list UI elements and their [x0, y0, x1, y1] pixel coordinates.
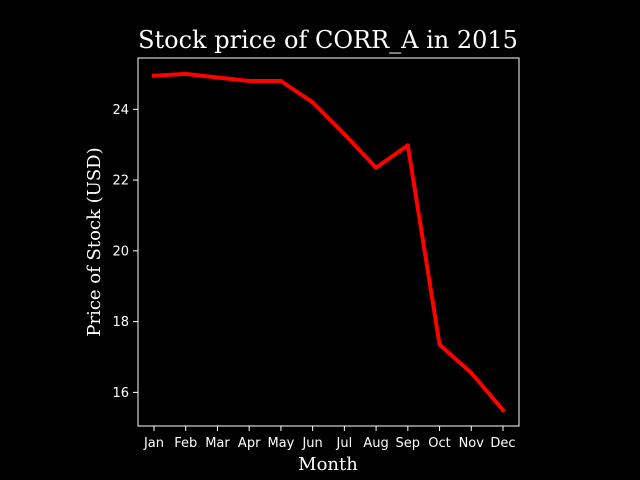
data-point [215, 75, 220, 80]
data-point [183, 71, 188, 76]
x-tick-label: Sep [396, 436, 421, 451]
x-tick-label: Oct [428, 436, 450, 451]
data-point [405, 143, 410, 148]
data-point [469, 370, 474, 375]
data-point [152, 73, 156, 78]
x-tick-label: Jan [143, 436, 164, 451]
data-point [342, 132, 347, 137]
data-point [310, 100, 315, 105]
y-tick-label: 22 [112, 174, 129, 189]
x-tick-label: Aug [363, 436, 388, 451]
y-axis-label: Price of Stock (USD) [84, 147, 105, 336]
data-point [278, 79, 283, 83]
x-axis: Jan Feb Mar Apr May Jun Jul Aug Sep Oct Nov Dec [143, 426, 516, 451]
x-tick-label: May [267, 436, 294, 451]
data-point [501, 408, 505, 413]
chart-title: Stock price of CORR_A in 2015 [138, 26, 518, 54]
data-point [374, 165, 379, 170]
x-tick-label: Apr [238, 436, 261, 451]
x-tick-label: Jul [336, 436, 353, 451]
y-tick-label: 18 [112, 315, 129, 330]
series-layer [151, 71, 506, 413]
x-axis-label: Month [298, 454, 358, 475]
x-tick-label: Nov [459, 436, 485, 451]
x-tick-label: Dec [490, 436, 515, 451]
y-tick-label: 24 [112, 103, 129, 118]
x-tick-label: Mar [205, 436, 230, 451]
data-point [247, 79, 252, 83]
plot-frame [137, 57, 520, 427]
data-point [437, 342, 442, 347]
x-tick-label: Feb [174, 436, 197, 451]
x-tick-label: Jun [301, 436, 322, 451]
y-tick-label: 20 [112, 244, 129, 259]
y-axis: 16 18 20 22 24 [112, 103, 138, 401]
y-tick-label: 16 [112, 386, 129, 401]
series-line [151, 71, 506, 413]
